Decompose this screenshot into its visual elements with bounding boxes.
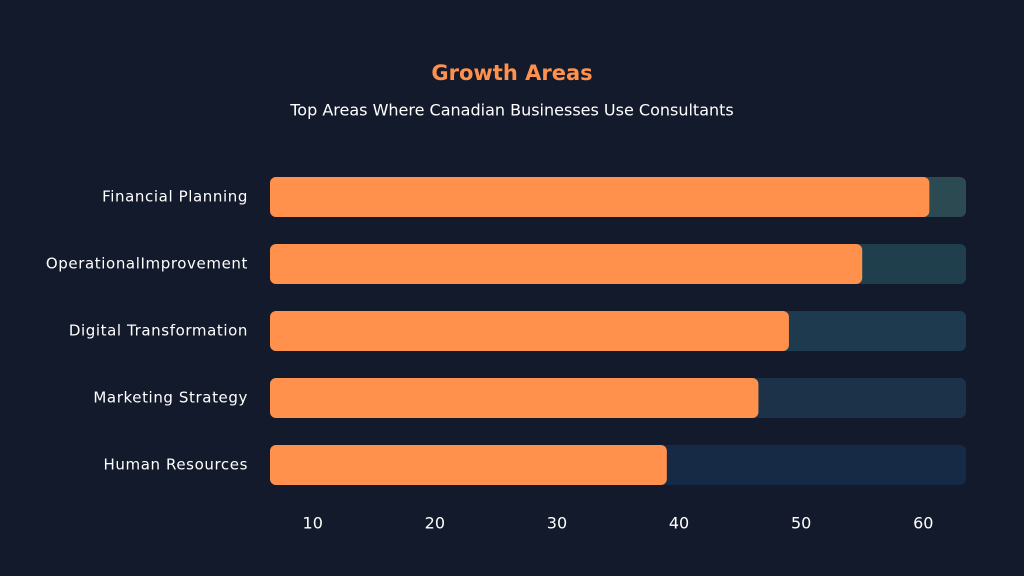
x-tick-label: 10 (303, 514, 323, 533)
chart-title: Growth Areas (431, 61, 592, 85)
x-tick-label: 30 (547, 514, 567, 533)
bar (270, 378, 759, 418)
x-tick-label: 60 (913, 514, 933, 533)
y-tick-label: Marketing Strategy (93, 389, 248, 407)
bar (270, 445, 667, 485)
bar (270, 311, 789, 351)
x-tick-label: 40 (669, 514, 689, 533)
x-tick-label: 20 (425, 514, 445, 533)
y-tick-label: Financial Planning (102, 188, 248, 206)
bar (270, 177, 930, 217)
bar (270, 244, 863, 284)
x-tick-label: 50 (791, 514, 811, 533)
y-tick-label: Digital Transformation (69, 322, 248, 340)
y-tick-label: OperationalImprovement (46, 255, 248, 273)
y-tick-label: Human Resources (104, 456, 248, 474)
chart-subtitle: Top Areas Where Canadian Businesses Use … (289, 101, 734, 120)
